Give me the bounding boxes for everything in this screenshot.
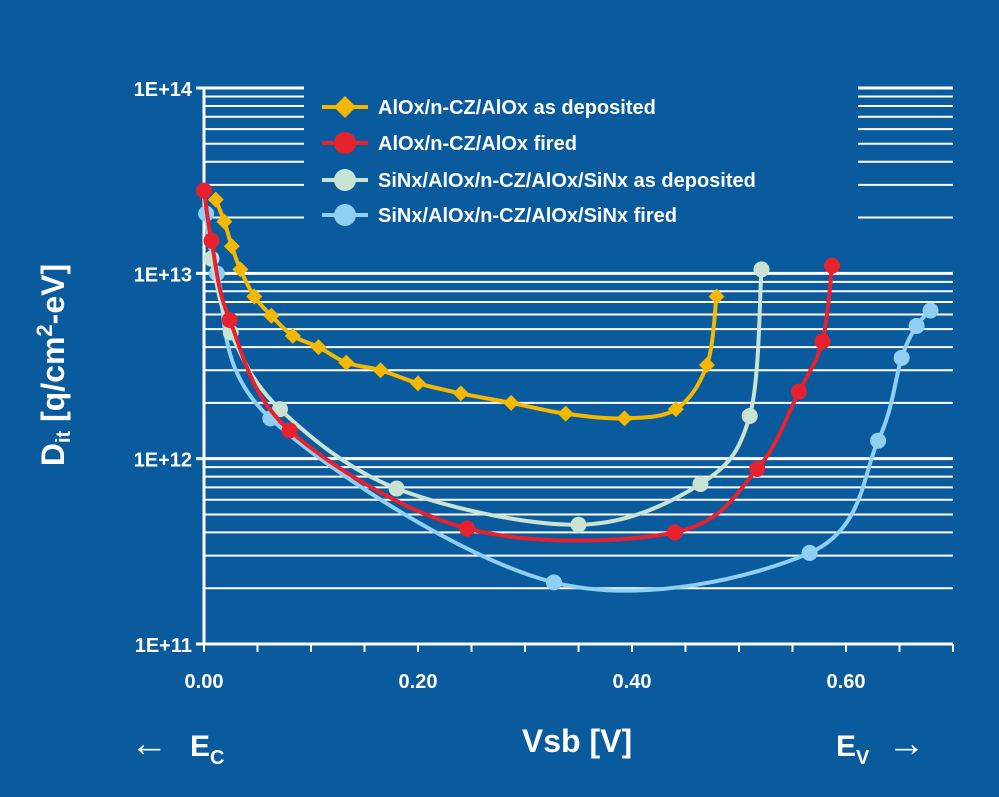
data-point [338,354,355,371]
data-point [271,401,288,418]
data-point [790,383,807,400]
series-2 [196,182,841,543]
data-point [452,385,469,402]
series-layer [196,182,939,593]
legend-swatch-marker [334,204,356,226]
data-point [708,288,725,305]
y-tick-label: 1E+12 [134,450,192,472]
legend-label: AlOx/n-CZ/AlOx fired [378,133,577,155]
x-axis-label: Vsb [V] [522,723,632,759]
data-point [196,182,212,199]
data-point [666,524,683,541]
legend-swatch-marker [334,132,356,154]
x-tick-label: 0.00 [185,671,224,693]
data-point [814,333,831,350]
x-tick-label: 0.40 [613,671,652,693]
data-point [281,422,298,439]
data-point [207,191,224,208]
data-point [246,288,263,305]
data-point [692,475,709,492]
y-axis-label: Dit [q/cm2-eV] [32,264,75,466]
legend: AlOx/n-CZ/AlOx as deposited AlOx/n-CZ/AlO… [322,96,756,227]
data-point [221,312,238,329]
data-point [824,257,841,274]
data-point [557,405,574,422]
series-line [209,258,764,527]
series-line [213,198,719,421]
legend-entry: SiNx/AlOx/n-CZ/AlOx/SiNx fired [322,204,677,227]
data-point [753,261,770,278]
conduction-band-label: ← EC [130,723,224,769]
data-point [216,213,233,230]
legend-swatch-marker [334,96,356,118]
data-point [741,407,758,424]
y-tick-label: 1E+14 [134,79,193,101]
y-tick-label: 1E+13 [134,264,192,286]
data-point [893,349,910,366]
data-point [545,574,562,591]
data-point [616,410,633,427]
data-point [284,327,301,344]
data-point [232,261,249,278]
y-tick-label: 1E+11 [135,635,192,657]
legend-label: SiNx/AlOx/n-CZ/AlOx/SiNx fired [378,205,677,227]
grid-lines [204,86,953,646]
data-point [667,401,684,418]
axes: 0.00 0.20 0.40 0.60 1E+11 1E+12 1E+13 1E+14 [134,79,954,693]
data-point [698,357,715,374]
data-point [801,544,818,561]
data-point [922,302,939,319]
data-point [372,362,389,379]
legend-swatch-marker [334,169,356,191]
data-point [223,238,240,255]
data-point [203,232,220,249]
legend-entry: AlOx/n-CZ/AlOx fired [322,132,577,155]
data-point [870,432,887,449]
legend-label: SiNx/AlOx/n-CZ/AlOx/SiNx as deposited [378,170,756,192]
series-1 [207,191,725,427]
legend-label: AlOx/n-CZ/AlOx as deposited [378,97,656,119]
x-tick-label: 0.20 [399,671,438,693]
data-point [503,394,520,411]
valence-band-label: EV → [836,723,925,769]
data-point [908,317,925,334]
series-3 [203,250,770,533]
legend-entry: AlOx/n-CZ/AlOx as deposited [322,96,656,119]
x-tick-label: 0.60 [827,671,866,693]
data-point [388,480,405,497]
series-4 [198,205,939,593]
data-point [410,375,426,392]
data-point [749,460,766,477]
data-point [263,307,280,324]
data-point [310,339,327,356]
data-point [459,520,476,537]
data-point [570,516,587,533]
axis-labels: Dit [q/cm2-eV] Vsb [V] ← EC EV → [32,264,925,769]
legend-entry: SiNx/AlOx/n-CZ/AlOx/SiNx as deposited [322,169,756,192]
